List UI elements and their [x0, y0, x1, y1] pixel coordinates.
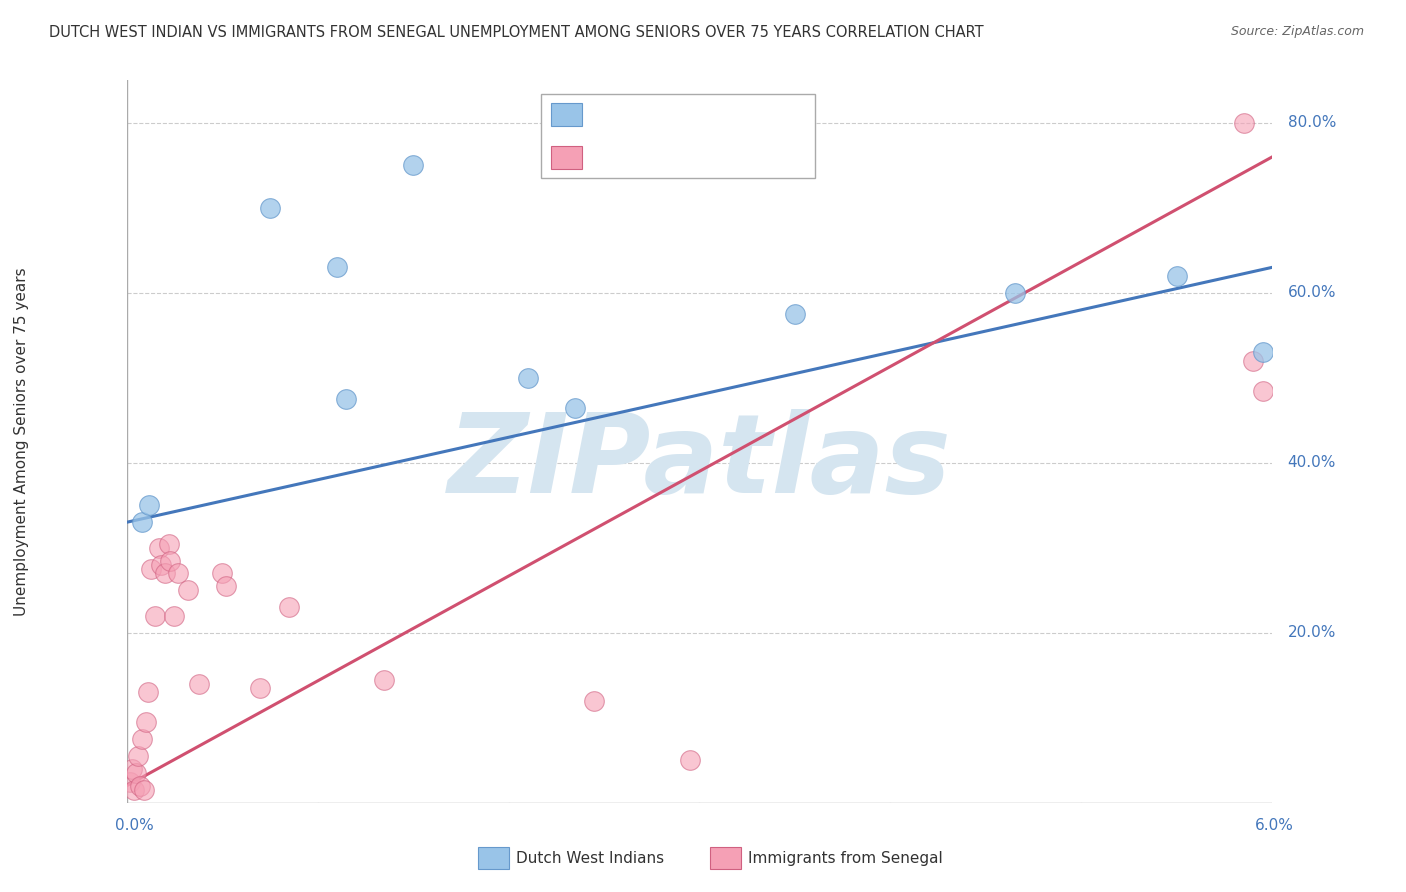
Point [259, 201, 281, 215]
Text: DUTCH WEST INDIAN VS IMMIGRANTS FROM SENEGAL UNEMPLOYMENT AMONG SENIORS OVER 75 : DUTCH WEST INDIAN VS IMMIGRANTS FROM SEN… [49, 25, 984, 40]
Point [132, 783, 155, 797]
Point [373, 673, 395, 687]
Point [1166, 268, 1188, 283]
Point [211, 566, 233, 581]
Point [335, 392, 357, 406]
Point [1251, 345, 1274, 359]
Point [131, 516, 153, 530]
Text: Immigrants from Senegal: Immigrants from Senegal [748, 851, 943, 865]
Point [1004, 285, 1026, 300]
Point [1251, 384, 1274, 398]
Point [188, 677, 211, 691]
Point [148, 541, 170, 555]
Point [143, 608, 166, 623]
Point [125, 766, 148, 780]
Point [516, 371, 538, 385]
Point [1233, 116, 1256, 130]
Point [402, 158, 425, 172]
Point [129, 779, 152, 793]
Point [249, 681, 271, 695]
Point [131, 732, 153, 747]
Point [159, 553, 181, 567]
Point [121, 762, 143, 776]
Point [149, 558, 172, 572]
Point [215, 579, 238, 593]
Text: R = 0.683   N = 31: R = 0.683 N = 31 [591, 150, 747, 165]
Text: Unemployment Among Seniors over 75 years: Unemployment Among Seniors over 75 years [14, 268, 30, 615]
Point [127, 749, 149, 764]
Point [583, 694, 606, 708]
Text: R = 0.428   N = 12: R = 0.428 N = 12 [591, 107, 747, 122]
Point [122, 783, 145, 797]
Point [153, 566, 176, 581]
Text: Dutch West Indians: Dutch West Indians [516, 851, 664, 865]
Text: 40.0%: 40.0% [1288, 455, 1336, 470]
Point [783, 307, 806, 321]
Text: 20.0%: 20.0% [1288, 625, 1336, 640]
Point [141, 562, 163, 576]
Text: Source: ZipAtlas.com: Source: ZipAtlas.com [1230, 25, 1364, 38]
Point [167, 566, 190, 581]
Text: ZIPatlas: ZIPatlas [447, 409, 952, 516]
Point [176, 583, 198, 598]
Point [120, 774, 142, 789]
Text: 80.0%: 80.0% [1288, 115, 1336, 130]
Text: 60.0%: 60.0% [1288, 285, 1336, 301]
Point [163, 608, 186, 623]
Point [277, 600, 299, 615]
Point [138, 498, 160, 512]
Point [564, 401, 586, 415]
Text: 6.0%: 6.0% [1254, 818, 1294, 832]
Point [136, 685, 159, 699]
Point [157, 536, 180, 550]
Point [679, 753, 702, 767]
Point [135, 714, 157, 729]
Point [1241, 353, 1264, 368]
Text: 0.0%: 0.0% [115, 818, 155, 832]
Point [325, 260, 347, 275]
